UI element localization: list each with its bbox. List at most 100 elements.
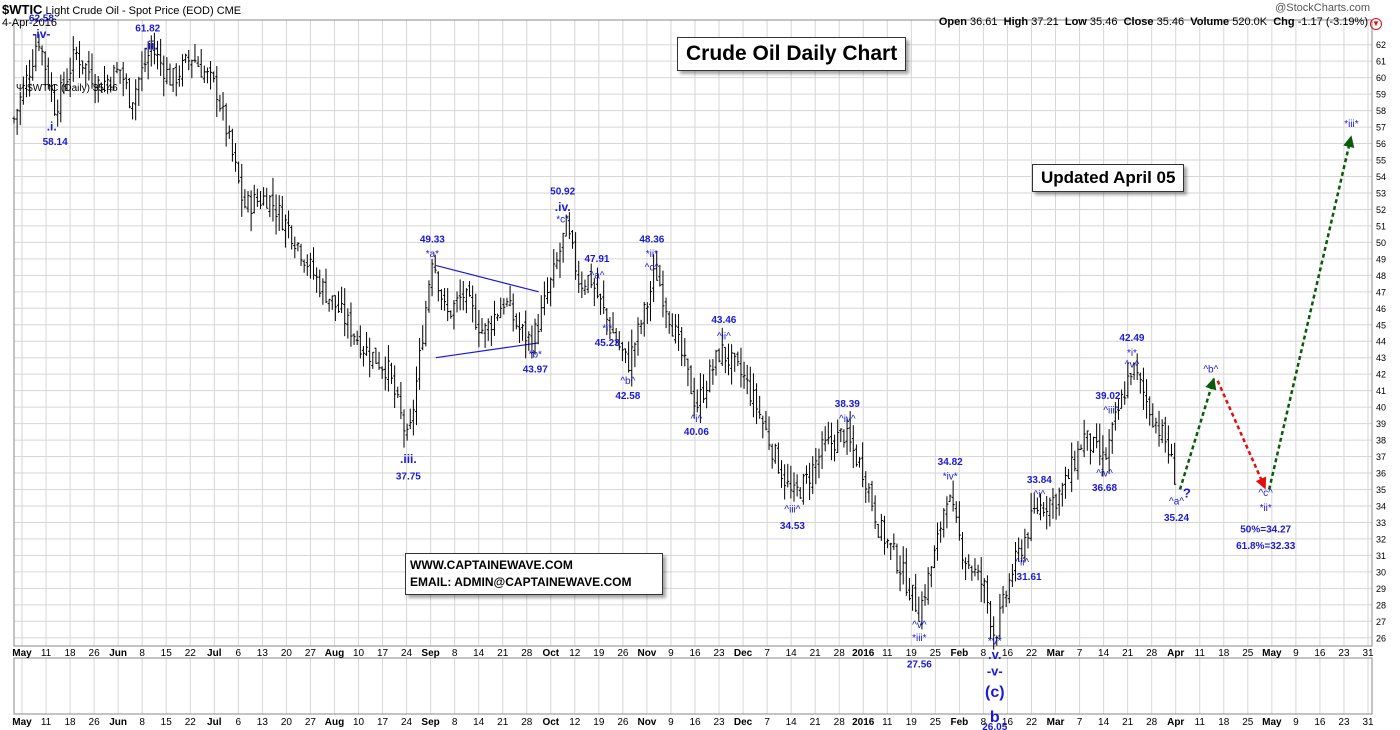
close-value: 35.46 bbox=[1156, 16, 1185, 28]
x-tick-label: 31 bbox=[1362, 648, 1374, 659]
x-tick-label: Dec bbox=[734, 648, 753, 659]
updated-box: Updated April 05 bbox=[1032, 164, 1185, 192]
x-tick-label: 2016 bbox=[852, 648, 875, 659]
x-tick-label: 21 bbox=[810, 717, 822, 728]
x-tick-label: 6 bbox=[236, 648, 242, 659]
x-tick-label: 8 bbox=[981, 717, 987, 728]
y-tick-label: 44 bbox=[1376, 337, 1386, 347]
x-tick-label: 15 bbox=[161, 648, 173, 659]
x-tick-label: Jun bbox=[109, 648, 127, 659]
x-tick-label: 26 bbox=[89, 648, 101, 659]
x-tick-label: Mar bbox=[1047, 648, 1065, 659]
wave-label: .v. bbox=[988, 647, 1002, 662]
x-tick-label: 14 bbox=[473, 648, 485, 659]
email-text: EMAIL: ADMIN@CAPTAINEWAVE.COM bbox=[410, 575, 632, 589]
x-tick-label: 25 bbox=[1242, 648, 1254, 659]
x-tick-label: 16 bbox=[1314, 717, 1326, 728]
x-tick-label: 24 bbox=[401, 717, 413, 728]
x-tick-label: 27 bbox=[305, 648, 317, 659]
x-tick-label: 11 bbox=[882, 648, 893, 659]
x-tick-label: 8 bbox=[452, 717, 458, 728]
low-label: Low bbox=[1064, 16, 1087, 28]
wave-label: 42.58 bbox=[615, 391, 640, 402]
wave-label: ^a^ bbox=[1169, 496, 1184, 507]
x-tick-label: Feb bbox=[951, 717, 969, 728]
wave-label: *i* bbox=[602, 323, 612, 334]
wave-label: *iv* bbox=[943, 472, 958, 483]
wave-label: *a* bbox=[426, 249, 439, 260]
wave-label: ^b^ bbox=[1203, 365, 1218, 376]
projection-arrowhead bbox=[1255, 476, 1267, 490]
chart-title-box: Crude Oil Daily Chart bbox=[677, 37, 907, 71]
main-panel-frame bbox=[13, 19, 1373, 647]
wave-label: ^iv^ bbox=[1096, 468, 1113, 479]
legend-series: Ψ $WTIC (Daily) 35.46 bbox=[16, 83, 118, 94]
wave-label: 38.39 bbox=[835, 399, 860, 410]
instrument-name: Light Crude Oil - Spot Price (EOD) bbox=[45, 5, 214, 17]
x-tick-label: 18 bbox=[65, 717, 77, 728]
x-tick-label: Dec bbox=[734, 717, 753, 728]
x-tick-label: 17 bbox=[377, 648, 389, 659]
y-tick-label: 57 bbox=[1376, 123, 1386, 133]
y-tick-label: 30 bbox=[1376, 567, 1386, 577]
x-tick-label: 23 bbox=[1338, 717, 1350, 728]
x-tick-label: 26 bbox=[89, 717, 101, 728]
wave-label: ^c^ bbox=[1258, 488, 1273, 499]
wave-label: *iii* bbox=[1344, 119, 1359, 130]
x-tick-label: 11 bbox=[1195, 717, 1206, 728]
wave-label: 58.14 bbox=[43, 137, 68, 148]
y-tick-label: 58 bbox=[1376, 106, 1386, 116]
x-tick-label: 2016 bbox=[852, 717, 875, 728]
x-tick-label: 26 bbox=[617, 648, 629, 659]
x-tick-label: 8 bbox=[139, 717, 145, 728]
x-tick-label: 22 bbox=[185, 648, 197, 659]
wave-label: ^c^ bbox=[645, 262, 660, 273]
wave-label: *b* bbox=[529, 350, 542, 361]
wave-label: 49.33 bbox=[420, 234, 445, 245]
x-tick-label: 7 bbox=[1077, 648, 1083, 659]
y-tick-label: 40 bbox=[1376, 403, 1386, 413]
y-tick-label: 32 bbox=[1376, 534, 1386, 544]
x-tick-label: 21 bbox=[497, 717, 509, 728]
x-tick-label: 12 bbox=[569, 648, 581, 659]
open-label: Open bbox=[938, 16, 967, 28]
header-symbol-line: $WTIC Light Crude Oil - Spot Price (EOD)… bbox=[2, 2, 241, 17]
y-tick-label: 49 bbox=[1376, 254, 1386, 264]
y-tick-label: 36 bbox=[1376, 469, 1386, 479]
x-tick-label: 13 bbox=[257, 717, 269, 728]
wave-label: ? bbox=[1183, 486, 1191, 501]
x-tick-label: Sep bbox=[421, 717, 439, 728]
y-tick-label: 46 bbox=[1376, 304, 1386, 314]
legend-text: $WTIC (Daily) 35.46 bbox=[27, 83, 118, 94]
wave-label: b bbox=[990, 709, 1000, 726]
x-tick-label: 21 bbox=[1122, 717, 1134, 728]
x-tick-label: Jul bbox=[207, 717, 222, 728]
x-tick-label: 28 bbox=[521, 717, 533, 728]
x-tick-label: 7 bbox=[764, 717, 770, 728]
y-tick-label: 52 bbox=[1376, 205, 1386, 215]
x-tick-label: 19 bbox=[593, 717, 605, 728]
wave-label: ^ii^ bbox=[717, 332, 731, 343]
wave-label: *v* bbox=[988, 635, 1003, 647]
x-tick-label: 11 bbox=[41, 717, 52, 728]
y-tick-label: 62 bbox=[1376, 40, 1386, 50]
x-tick-label: 24 bbox=[401, 648, 413, 659]
x-tick-label: Jun bbox=[109, 717, 127, 728]
wave-label: 61.82 bbox=[135, 24, 160, 35]
y-tick-label: 59 bbox=[1376, 90, 1386, 100]
wave-label: *ii* bbox=[646, 249, 658, 260]
x-tick-label: May bbox=[12, 648, 32, 659]
x-tick-label: 14 bbox=[786, 648, 798, 659]
x-tick-label: 16 bbox=[1314, 648, 1326, 659]
wave-labels: 62.58 -iv- 61.82 .ii. .i. 58.14 49.33 *a* 50.92.… bbox=[29, 14, 1359, 730]
wave-label: 48.36 bbox=[639, 234, 664, 245]
projection-arrowhead bbox=[1205, 377, 1217, 391]
x-tick-label: 23 bbox=[713, 648, 725, 659]
x-tick-label: Aug bbox=[325, 648, 344, 659]
x-tick-label: 9 bbox=[668, 717, 674, 728]
x-tick-label: 25 bbox=[930, 717, 942, 728]
x-tick-label: May bbox=[1262, 717, 1282, 728]
x-tick-label: 9 bbox=[1293, 648, 1299, 659]
wave-label: ^v^ bbox=[1125, 360, 1140, 371]
y-tick-label: 51 bbox=[1376, 221, 1386, 231]
